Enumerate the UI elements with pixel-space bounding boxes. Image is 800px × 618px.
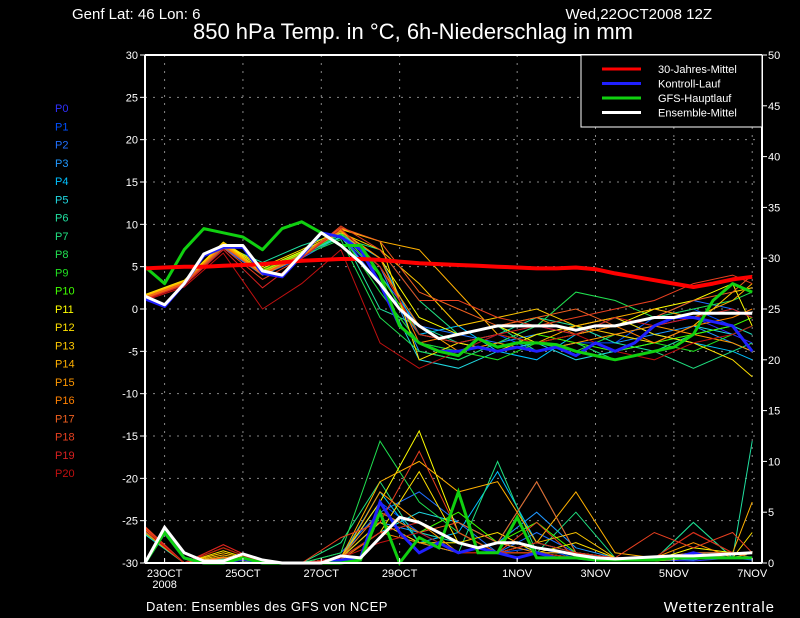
x-tick-label: 3NOV — [581, 568, 612, 580]
member-legend-label: P7 — [55, 231, 68, 243]
x-tick-label: 5NOV — [659, 568, 690, 580]
member-legend-label: P6 — [55, 213, 68, 225]
data-source-label: Daten: Ensembles des GFS von NCEP — [146, 599, 388, 614]
y-tick-label-right: 20 — [768, 355, 780, 367]
member-legend-label: P12 — [55, 322, 75, 334]
y-tick-label-left: 20 — [126, 135, 138, 147]
member-legend-label: P9 — [55, 267, 68, 279]
y-tick-label-left: -10 — [122, 389, 138, 401]
y-tick-label-right: 45 — [768, 101, 780, 113]
member-legend-label: P8 — [55, 249, 68, 261]
temp-line-ensemble-mittel — [144, 231, 753, 341]
x-tick-label: 1NOV — [502, 568, 533, 580]
y-tick-label-left: 25 — [126, 92, 138, 104]
member-legend-label: P18 — [55, 432, 75, 444]
member-legend-label: P20 — [55, 468, 75, 480]
axes: 302520151050-5-10-15-20-25-3050454035302… — [122, 50, 780, 591]
legend-label: Ensemble-Mittel — [658, 108, 737, 120]
temp-line-30-jahres-mittel — [144, 257, 753, 289]
legend-label: GFS-Hauptlauf — [658, 93, 732, 105]
y-tick-label-left: -25 — [122, 516, 138, 528]
member-legend-label: P17 — [55, 413, 75, 425]
y-tick-label-left: -20 — [122, 473, 138, 485]
member-legend-label: P1 — [55, 121, 68, 133]
precip-series — [143, 429, 753, 567]
member-legend-label: P4 — [55, 176, 68, 188]
location-label: Genf Lat: 46 Lon: 6 — [72, 6, 200, 23]
y-tick-label-left: -15 — [122, 431, 138, 443]
y-tick-label-right: 5 — [768, 507, 774, 519]
precip-line-gfs-hauptlauf — [143, 487, 753, 567]
temp-line-p19 — [144, 227, 753, 344]
y-tick-label-right: 15 — [768, 406, 780, 418]
y-tick-label-left: 15 — [126, 177, 138, 189]
member-legend-label: P14 — [55, 359, 75, 371]
y-tick-label-right: 30 — [768, 253, 780, 265]
member-legend-label: P16 — [55, 395, 75, 407]
y-tick-label-right: 10 — [768, 456, 780, 468]
legend-box — [580, 54, 763, 128]
y-tick-label-right: 40 — [768, 152, 780, 164]
y-tick-label-right: 25 — [768, 304, 780, 316]
x-tick-label: 25OCT — [225, 568, 261, 580]
member-legend-label: P5 — [55, 194, 68, 206]
x-tick-label: 27OCT — [304, 568, 340, 580]
y-tick-label-left: 0 — [132, 304, 138, 316]
member-legend: P0 P1 P2 P3 P4 P5 P6 P7 P8 P9 P10 P11 P12 P13 P14 P15 P1… — [55, 103, 75, 480]
temp-line-gfs-hauptlauf — [144, 220, 753, 362]
y-tick-label-right: 50 — [768, 50, 780, 62]
member-legend-label: P2 — [55, 140, 68, 152]
temp-series — [144, 220, 754, 378]
temp-line-p17 — [144, 227, 753, 327]
member-legend-label: P13 — [55, 340, 75, 352]
y-tick-label-right: 0 — [768, 558, 774, 570]
member-legend-label: P15 — [55, 377, 75, 389]
precip-line-ensemble-mittel — [143, 515, 753, 565]
chart-title: 850 hPa Temp. in °C, 6h-Niederschlag in … — [193, 19, 633, 44]
grid — [145, 55, 762, 563]
member-legend-label: P0 — [55, 103, 68, 115]
member-legend-label: P3 — [55, 158, 68, 170]
legend-label: Kontroll-Lauf — [658, 79, 721, 91]
x-tick-year-label: 2008 — [152, 579, 176, 591]
run-time-label: Wed,22OCT2008 12Z — [566, 6, 712, 23]
x-tick-label: 29OCT — [382, 568, 418, 580]
y-tick-label-left: 30 — [126, 50, 138, 62]
legend: 30-Jahres-Mittel Kontroll-Lauf GFS-Hauptla… — [580, 54, 763, 128]
member-legend-label: P11 — [55, 304, 74, 316]
temp-line-p18 — [144, 225, 753, 327]
y-tick-label-left: -30 — [122, 558, 138, 570]
y-tick-label-left: -5 — [128, 346, 138, 358]
brand-label: Wetterzentrale — [664, 599, 775, 616]
y-tick-label-right: 35 — [768, 202, 780, 214]
y-tick-label-left: 5 — [132, 262, 138, 274]
x-tick-label: 7NOV — [737, 568, 768, 580]
member-legend-label: P10 — [55, 286, 75, 298]
member-legend-label: P19 — [55, 450, 75, 462]
legend-label: 30-Jahres-Mittel — [658, 64, 737, 76]
y-tick-label-left: 10 — [126, 219, 138, 231]
x-tick-label: 23OCT — [147, 568, 183, 580]
